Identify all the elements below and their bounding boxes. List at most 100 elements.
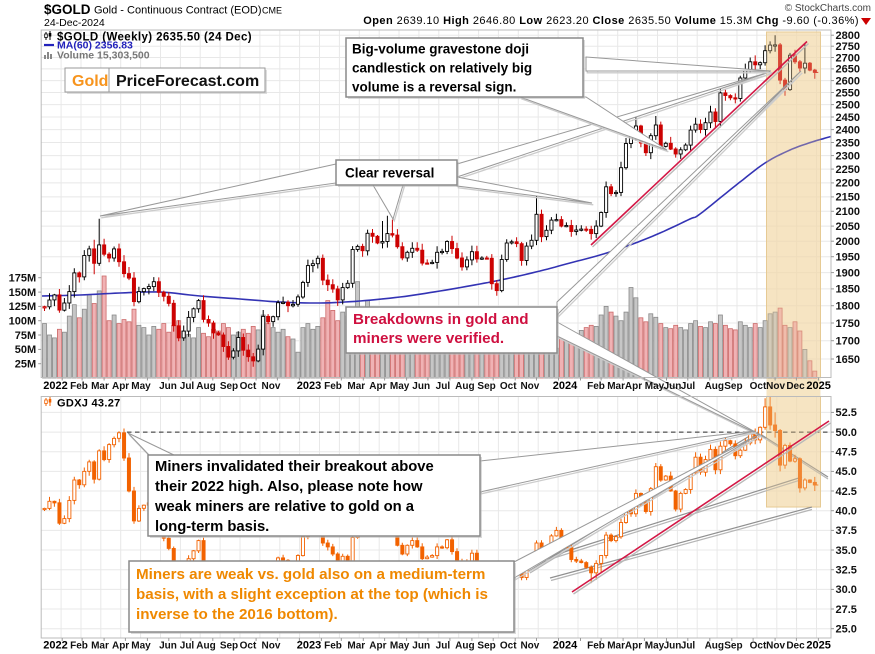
- svg-text:PriceForecast.com: PriceForecast.com: [116, 73, 259, 90]
- svg-text:2050: 2050: [836, 221, 860, 233]
- svg-text:2300: 2300: [836, 150, 860, 162]
- svg-text:Open 2639.10 High 2646.80 Low: Open 2639.10 High 2646.80 Low 2623.20 Cl…: [363, 15, 859, 27]
- svg-text:2450: 2450: [836, 112, 860, 124]
- svg-text:CME: CME: [262, 6, 282, 16]
- svg-text:25.0: 25.0: [836, 624, 857, 636]
- svg-text:May: May: [390, 641, 410, 652]
- svg-text:Feb: Feb: [587, 641, 605, 652]
- svg-text:Miners invalidated their break: Miners invalidated their breakout above: [155, 459, 434, 475]
- svg-text:Jun: Jun: [412, 381, 430, 392]
- svg-text:volume is a reversal sign.: volume is a reversal sign.: [352, 80, 516, 95]
- svg-text:35.0: 35.0: [836, 545, 857, 557]
- svg-text:Mar: Mar: [347, 641, 365, 652]
- svg-text:2200: 2200: [836, 178, 860, 190]
- svg-text:Jun: Jun: [159, 381, 177, 392]
- svg-text:Feb: Feb: [587, 381, 605, 392]
- svg-text:Aug: Aug: [196, 641, 215, 652]
- svg-text:Jul: Jul: [436, 641, 451, 652]
- svg-text:2250: 2250: [836, 164, 860, 176]
- svg-text:2600: 2600: [836, 75, 860, 87]
- svg-text:2025: 2025: [806, 640, 830, 652]
- svg-text:Nov: Nov: [766, 641, 785, 652]
- svg-text:weak miners are relative to go: weak miners are relative to gold on a: [154, 499, 415, 515]
- svg-text:175M: 175M: [9, 273, 37, 285]
- svg-text:Aug: Aug: [455, 641, 474, 652]
- svg-text:2025: 2025: [806, 380, 830, 392]
- svg-text:2750: 2750: [836, 41, 860, 53]
- svg-text:Aug: Aug: [196, 381, 215, 392]
- svg-text:Sep: Sep: [724, 381, 742, 392]
- svg-text:2400: 2400: [836, 124, 860, 136]
- svg-text:50.0: 50.0: [836, 427, 857, 439]
- svg-text:Nov: Nov: [520, 381, 539, 392]
- svg-text:inverse to the 2016 bottom).: inverse to the 2016 bottom).: [136, 606, 338, 623]
- svg-text:27.5: 27.5: [836, 604, 857, 616]
- svg-text:Sep: Sep: [724, 641, 742, 652]
- svg-text:GDXJ 43.27: GDXJ 43.27: [57, 398, 121, 410]
- svg-text:Gold - Continuous Contract (EO: Gold - Continuous Contract (EOD): [94, 5, 262, 17]
- svg-text:© StockCharts.com: © StockCharts.com: [785, 3, 871, 14]
- svg-text:Mar: Mar: [91, 381, 109, 392]
- svg-text:basis, with a slight exception: basis, with a slight exception at the to…: [136, 586, 488, 603]
- svg-text:long-term basis.: long-term basis.: [155, 519, 269, 535]
- svg-text:Aug: Aug: [455, 381, 474, 392]
- svg-text:Feb: Feb: [70, 641, 88, 652]
- svg-text:Gold: Gold: [72, 73, 108, 90]
- svg-text:52.5: 52.5: [836, 407, 857, 419]
- svg-text:2350: 2350: [836, 137, 860, 149]
- svg-text:1700: 1700: [836, 336, 860, 348]
- svg-text:Oct: Oct: [500, 641, 517, 652]
- svg-text:May: May: [390, 381, 410, 392]
- svg-text:May: May: [645, 381, 665, 392]
- svg-text:Feb: Feb: [324, 641, 342, 652]
- svg-text:Dec: Dec: [786, 641, 805, 652]
- svg-text:May: May: [131, 641, 151, 652]
- svg-text:2650: 2650: [836, 64, 860, 76]
- svg-text:2700: 2700: [836, 52, 860, 64]
- svg-text:Apr: Apr: [625, 641, 642, 652]
- svg-text:2500: 2500: [836, 99, 860, 111]
- svg-text:1800: 1800: [836, 301, 860, 313]
- svg-text:75M: 75M: [15, 330, 36, 342]
- svg-text:2024: 2024: [553, 640, 578, 652]
- svg-text:MA(60) 2356.83: MA(60) 2356.83: [57, 40, 133, 52]
- svg-text:Oct: Oct: [500, 381, 517, 392]
- svg-text:May: May: [131, 381, 151, 392]
- svg-text:50M: 50M: [15, 344, 36, 356]
- svg-text:Nov: Nov: [520, 641, 539, 652]
- svg-text:2023: 2023: [297, 380, 321, 392]
- svg-text:1900: 1900: [836, 267, 860, 279]
- svg-text:Nov: Nov: [262, 381, 281, 392]
- svg-text:$GOLD (Weekly) 2635.50 (24 Dec: $GOLD (Weekly) 2635.50 (24 Dec): [57, 32, 252, 44]
- svg-text:Oct: Oct: [240, 641, 257, 652]
- svg-text:Nov: Nov: [262, 641, 281, 652]
- svg-text:100M: 100M: [9, 316, 37, 328]
- svg-text:May: May: [645, 641, 665, 652]
- svg-text:Dec: Dec: [786, 381, 805, 392]
- svg-text:32.5: 32.5: [836, 565, 857, 577]
- svg-text:Mar: Mar: [347, 381, 365, 392]
- svg-text:125M: 125M: [9, 301, 37, 313]
- svg-text:Oct: Oct: [750, 381, 767, 392]
- svg-text:candlestick on relatively big: candlestick on relatively big: [352, 61, 532, 76]
- svg-text:Feb: Feb: [70, 381, 88, 392]
- svg-text:Apr: Apr: [369, 641, 386, 652]
- svg-text:Breakdowns in gold and: Breakdowns in gold and: [353, 311, 529, 328]
- svg-text:Sep: Sep: [220, 381, 238, 392]
- svg-text:150M: 150M: [9, 287, 37, 299]
- svg-text:1850: 1850: [836, 284, 860, 296]
- svg-text:Jun: Jun: [159, 641, 177, 652]
- svg-text:Jul: Jul: [436, 381, 451, 392]
- svg-text:Sep: Sep: [477, 381, 495, 392]
- svg-text:2800: 2800: [836, 30, 860, 42]
- svg-text:Jun: Jun: [412, 641, 430, 652]
- svg-text:37.5: 37.5: [836, 525, 857, 537]
- svg-text:2550: 2550: [836, 87, 860, 99]
- svg-text:Volume 15,303,500: Volume 15,303,500: [57, 50, 150, 62]
- svg-text:42.5: 42.5: [836, 486, 857, 498]
- svg-text:Jul: Jul: [180, 641, 195, 652]
- svg-text:24-Dec-2024: 24-Dec-2024: [44, 17, 105, 29]
- svg-text:2023: 2023: [297, 640, 321, 652]
- svg-text:1950: 1950: [836, 252, 860, 264]
- svg-text:45.0: 45.0: [836, 466, 857, 478]
